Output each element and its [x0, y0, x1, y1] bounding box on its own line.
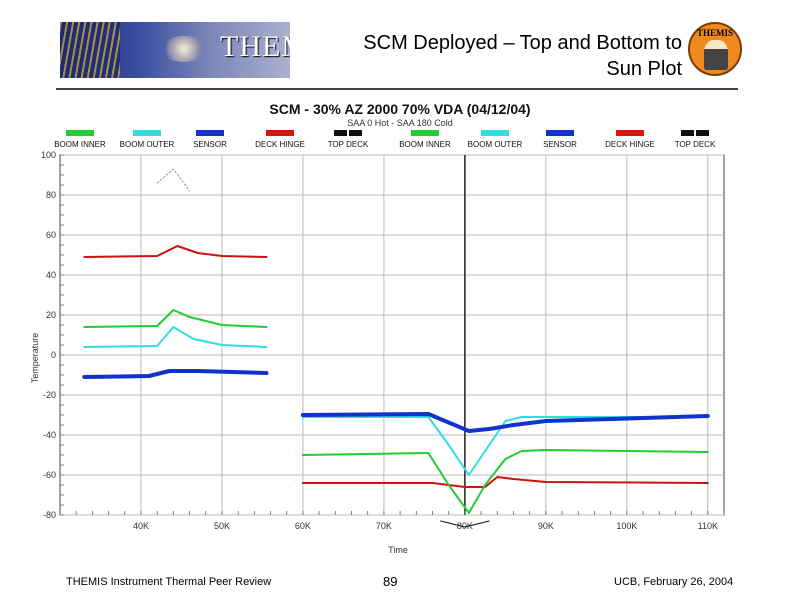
legend-label: BOOM OUTER: [468, 140, 523, 149]
legend-label: TOP DECK: [675, 140, 716, 149]
chart-title: SCM - 30% AZ 2000 70% VDA (04/12/04): [269, 101, 530, 117]
legend-label: BOOM INNER: [399, 140, 451, 149]
chart-grid: [59, 154, 725, 516]
legend-swatch: [66, 130, 94, 136]
series-line: [301, 449, 709, 514]
plot-frame: [59, 154, 725, 516]
x-axis-label: Time: [388, 545, 408, 555]
series-line: [83, 326, 268, 348]
badge-figures: [704, 40, 728, 70]
chart-legend: BOOM INNER BOOM OUTER SENSOR DECK HINGE TOP …: [54, 130, 716, 149]
banner-stripes: [60, 22, 120, 78]
x-tick-label: 40K: [133, 521, 149, 531]
series-line: [82, 369, 269, 379]
y-axis-label: Temperature: [30, 333, 40, 384]
badge-text: THEMIS: [696, 28, 733, 38]
legend-label: SENSOR: [193, 140, 227, 149]
chart-axes: 100 80 60 40 20 0 -20 -40 -60 -80 40K 50K 60K 70K 80K 9…: [41, 150, 725, 531]
y-tick-label: 0: [51, 350, 56, 360]
chart-container: SCM - 30% AZ 2000 70% VDA (04/12/04) SAA…: [30, 100, 740, 565]
y-tick-label: 40: [46, 270, 56, 280]
legend-swatch: [411, 130, 439, 136]
legend-label: DECK HINGE: [605, 140, 655, 149]
y-tick-label: 100: [41, 150, 56, 160]
slide-title: SCM Deployed – Top and Bottom to Sun Plo…: [282, 30, 682, 82]
legend-swatch: [133, 130, 161, 136]
themis-logo-text: THEMIS: [220, 30, 290, 63]
x-tick-label: 60K: [295, 521, 311, 531]
legend-swatch: [546, 130, 574, 136]
x-tick-label: 110K: [698, 521, 718, 531]
footer-left: THEMIS Instrument Thermal Peer Review: [66, 576, 272, 588]
page-number: 89: [383, 574, 398, 589]
y-tick-label: -60: [43, 470, 56, 480]
legend-swatch: [616, 130, 644, 136]
series-line: [301, 416, 709, 476]
y-tick-label: -40: [43, 430, 56, 440]
y-tick-label: -20: [43, 390, 56, 400]
x-tick-label: 50K: [214, 521, 230, 531]
legend-swatch: [196, 130, 224, 136]
legend-swatch: [266, 130, 294, 136]
legend-swatch: [481, 130, 509, 136]
series-line: [83, 309, 268, 328]
chart-series: [82, 168, 710, 528]
themis-banner: THEMIS: [60, 22, 290, 78]
themis-badge-logo: THEMIS: [688, 22, 742, 76]
sun-graphic: [160, 36, 208, 62]
legend-label: TOP DECK: [328, 140, 369, 149]
x-tick-label: 80K: [457, 521, 473, 531]
temperature-chart: SCM - 30% AZ 2000 70% VDA (04/12/04) SAA…: [30, 101, 725, 555]
series-line: [300, 412, 710, 433]
legend-label: SENSOR: [543, 140, 577, 149]
y-tick-label: 60: [46, 230, 56, 240]
series-line: [440, 520, 490, 528]
legend-label: BOOM INNER: [54, 140, 106, 149]
series-line: [156, 168, 191, 192]
slide-title-line2: Sun Plot: [606, 58, 682, 80]
x-tick-label: 100K: [616, 521, 637, 531]
legend-label: DECK HINGE: [255, 140, 305, 149]
chart-subtitle: SAA 0 Hot - SAA 180 Cold: [347, 118, 453, 128]
y-tick-label: 20: [46, 310, 56, 320]
series-line: [83, 245, 268, 258]
y-tick-label: 80: [46, 190, 56, 200]
y-tick-label: -80: [43, 510, 56, 520]
x-tick-label: 90K: [538, 521, 554, 531]
slide-title-line1: SCM Deployed – Top and Bottom to: [363, 32, 682, 54]
title-rule: [56, 88, 738, 90]
x-tick-label: 70K: [376, 521, 392, 531]
legend-label: BOOM OUTER: [120, 140, 175, 149]
footer-date: UCB, February 26, 2004: [614, 576, 734, 588]
series-line: [301, 476, 709, 488]
